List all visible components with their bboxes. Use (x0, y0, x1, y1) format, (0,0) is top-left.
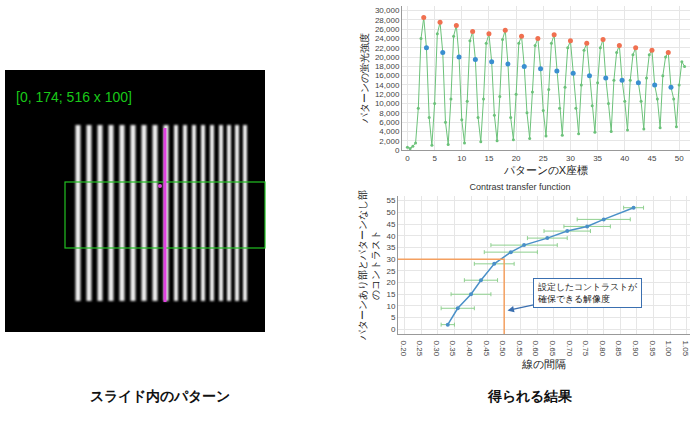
svg-text:25: 25 (386, 267, 395, 276)
svg-text:25: 25 (539, 154, 548, 163)
svg-text:0.85: 0.85 (614, 341, 623, 357)
svg-text:0: 0 (405, 154, 410, 163)
svg-text:0.20: 0.20 (399, 341, 408, 357)
svg-text:線の間隔: 線の間隔 (521, 358, 566, 370)
svg-text:50: 50 (386, 208, 395, 217)
svg-text:2,000: 2,000 (379, 137, 400, 146)
svg-text:0.65: 0.65 (548, 341, 557, 357)
svg-text:0: 0 (395, 146, 400, 155)
svg-text:26,000: 26,000 (375, 25, 400, 34)
svg-text:8,000: 8,000 (379, 109, 400, 118)
svg-text:0.80: 0.80 (598, 341, 607, 357)
svg-text:20,000: 20,000 (375, 53, 400, 62)
svg-text:0.50: 0.50 (498, 341, 507, 357)
svg-text:パターンあり部とパターンなし部のコントラスト: パターンあり部とパターンなし部のコントラスト (357, 190, 381, 341)
svg-text:[0, 174; 516 x 100]: [0, 174; 516 x 100] (16, 89, 132, 105)
svg-text:0.40: 0.40 (465, 341, 474, 357)
svg-text:24,000: 24,000 (375, 34, 400, 43)
svg-text:Contrast transfer function: Contrast transfer function (469, 182, 570, 192)
svg-text:0.95: 0.95 (648, 341, 657, 357)
svg-text:4,000: 4,000 (379, 127, 400, 136)
svg-text:50: 50 (675, 154, 684, 163)
svg-text:30: 30 (566, 154, 575, 163)
svg-text:18,000: 18,000 (375, 62, 400, 71)
svg-text:40: 40 (386, 232, 395, 241)
svg-text:55: 55 (386, 196, 395, 205)
svg-text:6,000: 6,000 (379, 118, 400, 127)
svg-text:0.60: 0.60 (531, 341, 540, 357)
svg-text:5: 5 (391, 313, 396, 322)
svg-text:15: 15 (484, 154, 493, 163)
svg-text:0.35: 0.35 (448, 341, 457, 357)
svg-text:15: 15 (386, 290, 395, 299)
svg-text:パターンの蛍光強度: パターンの蛍光強度 (359, 33, 370, 124)
svg-text:10: 10 (457, 154, 466, 163)
svg-text:16,000: 16,000 (375, 71, 400, 80)
svg-text:22,000: 22,000 (375, 44, 400, 53)
svg-text:0.55: 0.55 (515, 341, 524, 357)
svg-text:パターンのX座標: パターンのX座標 (503, 164, 588, 176)
svg-text:35: 35 (386, 243, 395, 252)
svg-text:30,000: 30,000 (375, 6, 400, 15)
svg-text:0.75: 0.75 (581, 341, 590, 357)
svg-text:35: 35 (593, 154, 602, 163)
svg-text:20: 20 (386, 278, 395, 287)
svg-text:20: 20 (512, 154, 521, 163)
svg-text:40: 40 (620, 154, 629, 163)
svg-text:0.70: 0.70 (565, 341, 574, 357)
svg-text:14,000: 14,000 (375, 81, 400, 90)
svg-text:0.90: 0.90 (631, 341, 640, 357)
svg-text:0.30: 0.30 (432, 341, 441, 357)
svg-text:設定したコントラストが確保できる解像度: 設定したコントラストが確保できる解像度 (537, 282, 638, 304)
svg-text:12,000: 12,000 (375, 90, 400, 99)
svg-text:45: 45 (648, 154, 657, 163)
svg-text:0.45: 0.45 (482, 341, 491, 357)
svg-text:10,000: 10,000 (375, 99, 400, 108)
svg-text:28,000: 28,000 (375, 16, 400, 25)
html-text:スライド内のパターン: スライド内のパターン (90, 388, 230, 404)
svg-text:10: 10 (386, 302, 395, 311)
svg-text:0.25: 0.25 (415, 341, 424, 357)
svg-text:5: 5 (432, 154, 437, 163)
svg-text:1.05: 1.05 (681, 341, 690, 357)
svg-text:30: 30 (386, 255, 395, 264)
html-text:得られる結果: 得られる結果 (488, 388, 572, 404)
svg-text:45: 45 (386, 220, 395, 229)
svg-text:1.00: 1.00 (664, 341, 673, 357)
svg-text:0: 0 (391, 325, 396, 334)
